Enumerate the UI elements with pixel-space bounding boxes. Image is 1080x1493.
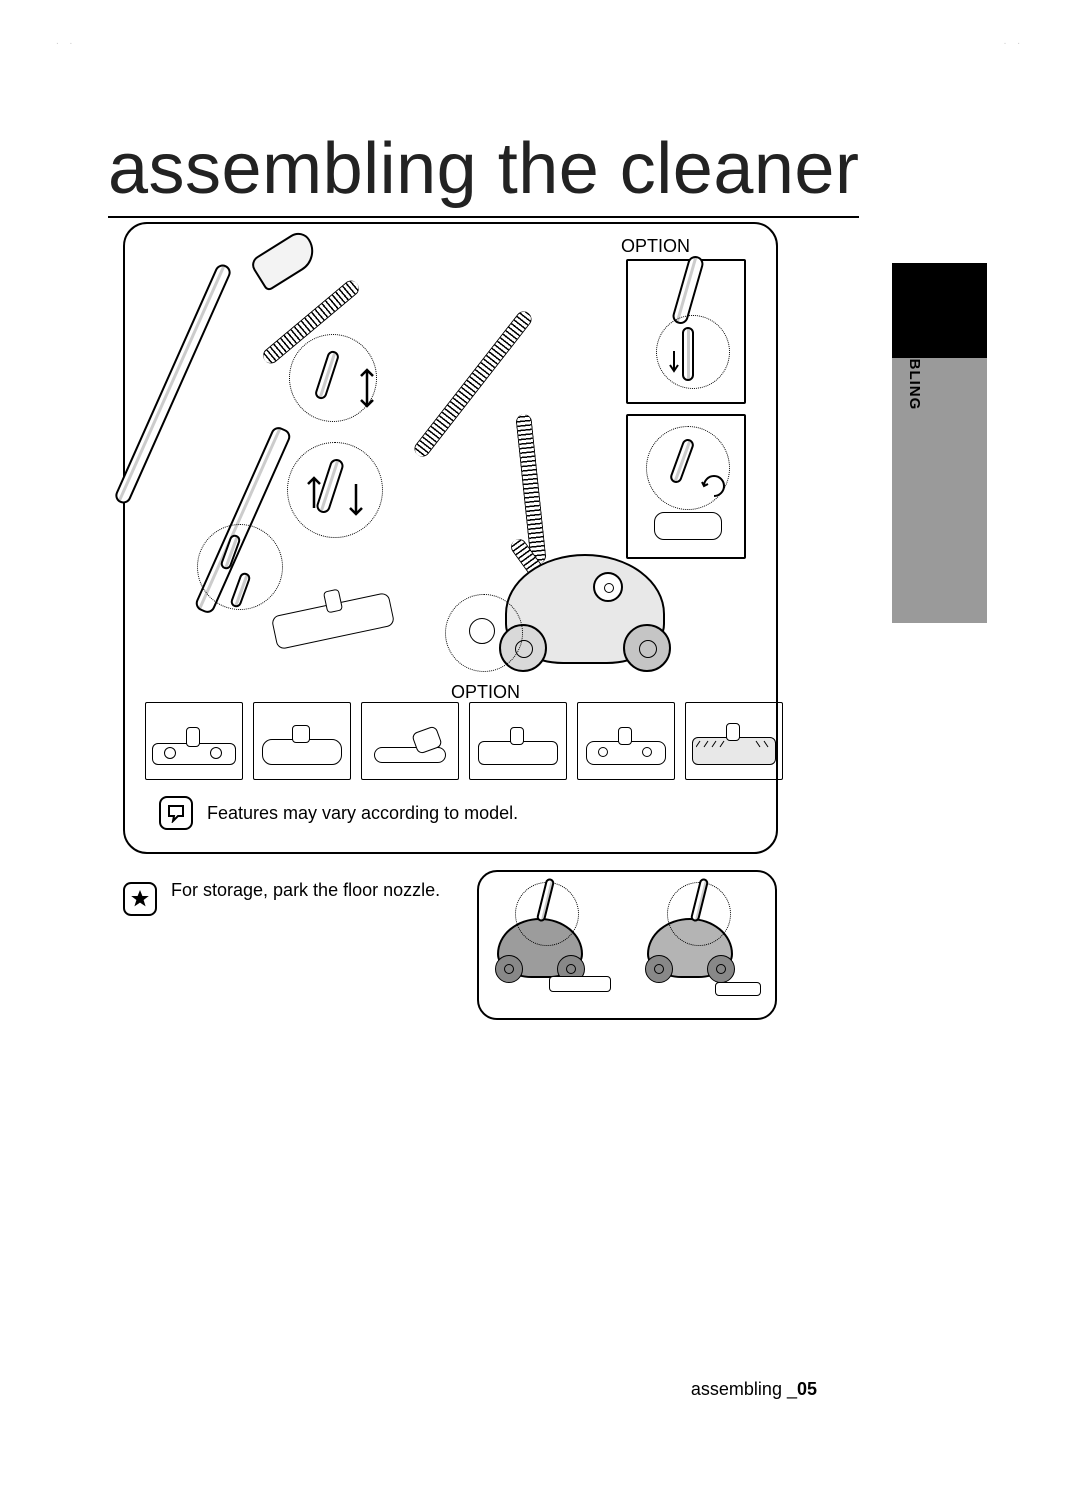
nozzle-cell <box>145 702 243 780</box>
release-catch <box>654 512 722 540</box>
brush-roller <box>696 737 772 765</box>
hose-segment <box>411 308 534 460</box>
nozzle-cell <box>253 702 351 780</box>
assembly-diagram-panel: OPTION OPTION <box>123 222 778 854</box>
star-icon <box>123 882 157 916</box>
nozzle-cell <box>577 702 675 780</box>
page: . . . . assembling the cleaner 01 ASSEMB… <box>0 0 1080 1493</box>
bidir-arrow-icon <box>353 366 381 412</box>
hose-port <box>469 618 495 644</box>
up-arrow-icon <box>301 472 327 512</box>
handle-grip <box>248 228 321 292</box>
parked-nozzle <box>715 982 761 996</box>
section-tab-label: 01 ASSEMBLING <box>906 277 923 410</box>
insert-arrow-icon <box>668 349 708 379</box>
section-tab: 01 ASSEMBLING <box>892 263 987 623</box>
detail-inset-1 <box>626 259 746 404</box>
parked-nozzle <box>549 976 611 992</box>
storage-tip-text: For storage, park the ﬂoor nozzle. <box>171 880 440 901</box>
rotate-arrow-icon <box>700 472 730 502</box>
nozzle-cell <box>685 702 783 780</box>
features-note-row: Features may vary according to model. <box>159 796 518 830</box>
nozzle-cell <box>361 702 459 780</box>
down-arrow-icon <box>343 480 369 520</box>
footer-prefix: assembling _ <box>691 1379 797 1399</box>
storage-diagram-panel <box>477 870 777 1020</box>
storage-tip-row: For storage, park the ﬂoor nozzle. <box>123 880 440 916</box>
nozzle-options-row <box>145 702 783 780</box>
floor-nozzle-neck <box>323 589 343 614</box>
detail-inset-2 <box>626 414 746 559</box>
vacuum-body <box>505 554 665 664</box>
features-note-text: Features may vary according to model. <box>207 803 518 824</box>
wand-upper <box>113 262 233 506</box>
nozzle-cell <box>469 702 567 780</box>
footer-page-number: 05 <box>797 1379 817 1399</box>
crop-mark-top-right: . . <box>1004 36 1024 47</box>
option-label-top: OPTION <box>621 236 690 257</box>
note-icon <box>159 796 193 830</box>
option-label-mid: OPTION <box>451 682 520 703</box>
crop-mark-top-left: . . <box>56 36 76 47</box>
page-footer: assembling _05 <box>691 1379 817 1400</box>
page-title: assembling the cleaner <box>108 128 859 218</box>
